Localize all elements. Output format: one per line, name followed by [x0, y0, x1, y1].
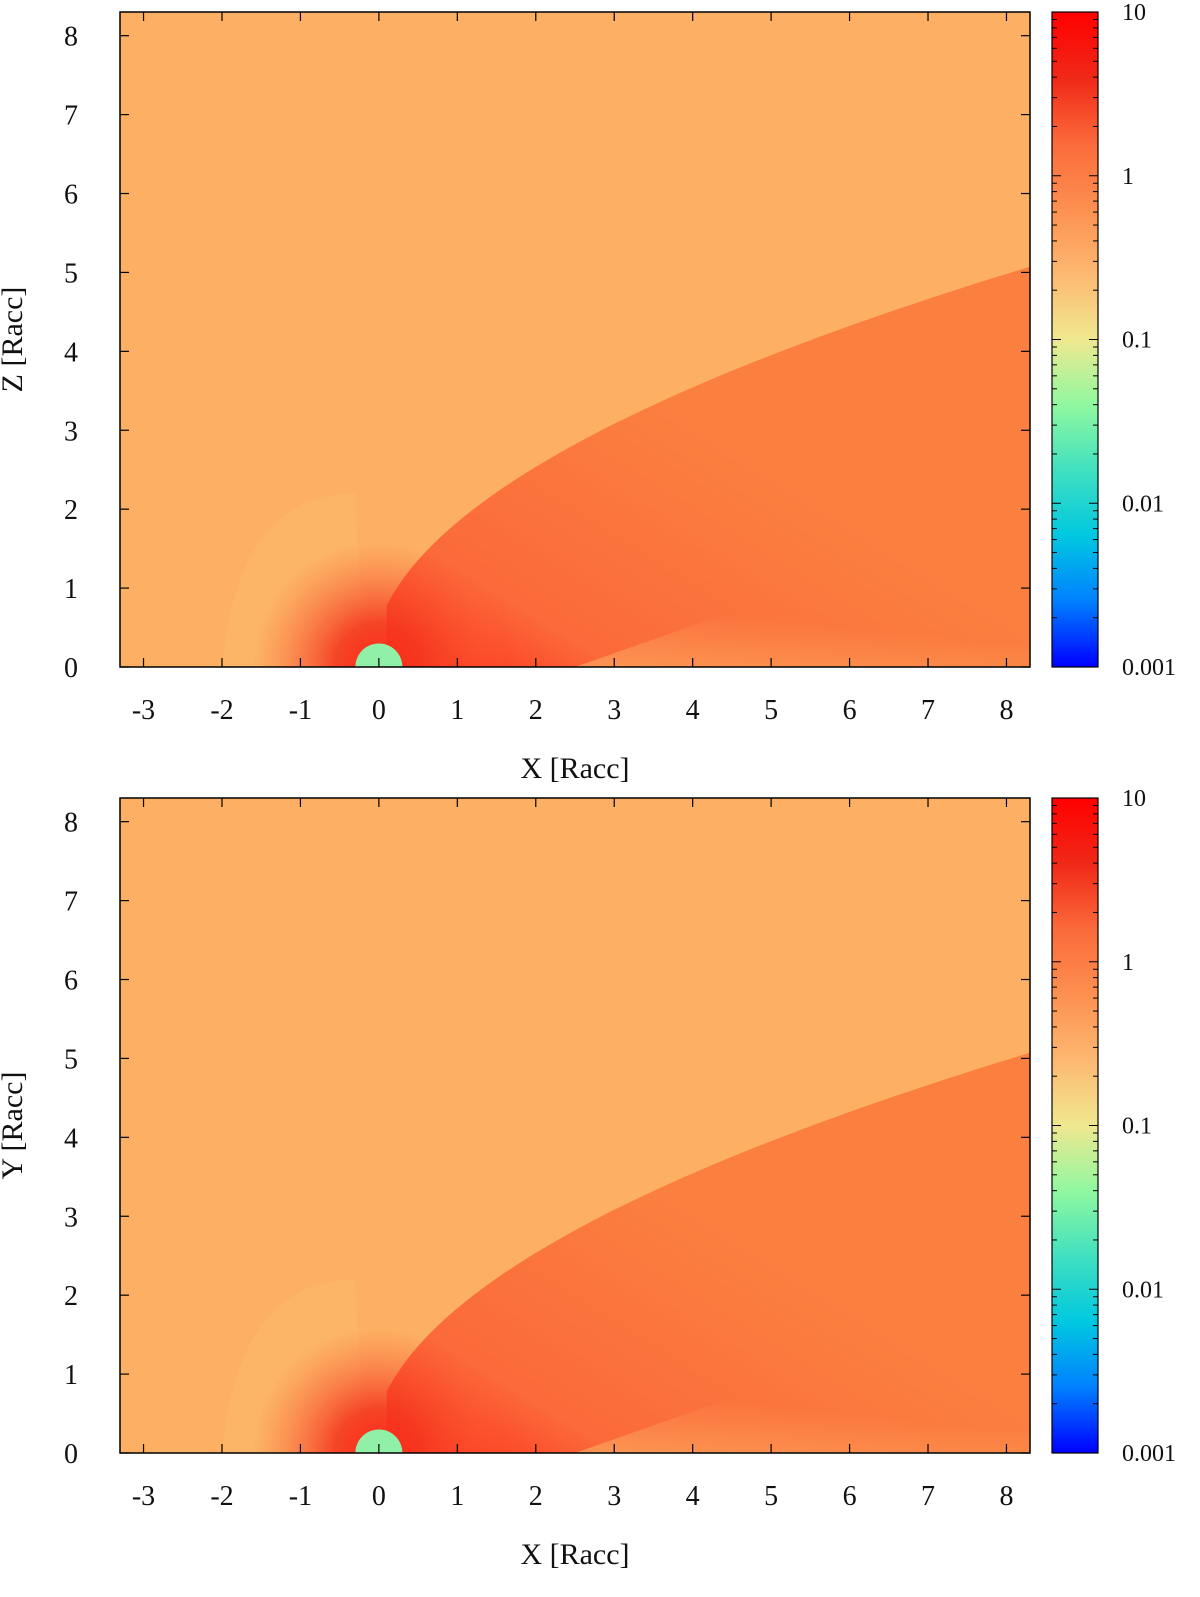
colorbar-tick-label: 10 — [1122, 786, 1146, 812]
y-tick-label: 3 — [64, 416, 78, 447]
x-tick-label: -3 — [132, 1481, 155, 1512]
y-tick-label: 0 — [64, 653, 78, 684]
colorbar-tick-label: 1 — [1122, 164, 1134, 190]
x-tick-label: 3 — [607, 1481, 621, 1512]
x-tick-label: 1 — [450, 695, 464, 726]
y-tick-label: 5 — [64, 258, 78, 289]
wake-fade — [575, 1292, 1030, 1453]
y-axis-label: Z [Racc] — [0, 287, 29, 393]
y-tick-label: 2 — [64, 1281, 78, 1312]
y-tick-label: 1 — [64, 1360, 78, 1391]
y-tick-label: 8 — [64, 22, 78, 53]
heatmap-field — [120, 798, 1030, 1453]
accretor — [355, 1429, 403, 1453]
x-tick-label: -1 — [289, 1481, 312, 1512]
x-tick-label: -3 — [132, 695, 155, 726]
x-tick-label: 6 — [843, 1481, 857, 1512]
plot-frame — [119, 797, 1031, 1454]
x-axis-label: X [Racc] — [520, 1538, 629, 1571]
x-tick-label: 0 — [372, 1481, 386, 1512]
x-tick-label: 2 — [529, 695, 543, 726]
colorbar-tick-label: 0.001 — [1122, 1441, 1176, 1467]
x-tick-label: 5 — [764, 1481, 778, 1512]
x-tick-label: -2 — [210, 1481, 233, 1512]
plot-frame — [119, 11, 1031, 668]
colorbar-tick-label: 0.1 — [1122, 1114, 1152, 1140]
colorbar-tick-label: 0.01 — [1122, 1277, 1164, 1303]
x-tick-label: 7 — [921, 695, 935, 726]
y-tick-label: 4 — [64, 1123, 78, 1154]
shock-apex — [253, 1327, 505, 1453]
shock-apex — [253, 541, 505, 667]
panel-top: -3 -2 -1 0 1 2 3 4 5 6 7 8 0 1 2 3 4 5 6 7 8 X [Racc] Z [Racc]… — [0, 0, 1176, 785]
y-tick-label: 7 — [64, 101, 78, 132]
wake-fade — [575, 506, 1030, 667]
y-tick-label: 1 — [64, 574, 78, 605]
x-tick-label: 4 — [686, 1481, 700, 1512]
x-tick-label: -1 — [289, 695, 312, 726]
x-tick-label: -2 — [210, 695, 233, 726]
y-tick-label: 0 — [64, 1439, 78, 1470]
heatmap-field — [120, 12, 1030, 667]
x-axis-label: X [Racc] — [520, 752, 629, 785]
colorbar-tick-label: 0.001 — [1122, 655, 1176, 681]
x-tick-label: 8 — [999, 1481, 1013, 1512]
accretor — [355, 643, 403, 667]
y-tick-label: 6 — [64, 966, 78, 997]
y-tick-label: 2 — [64, 495, 78, 526]
x-tick-label: 3 — [607, 695, 621, 726]
x-tick-label: 7 — [921, 1481, 935, 1512]
colorbar-tick-label: 10 — [1122, 0, 1146, 26]
y-tick-label: 3 — [64, 1202, 78, 1233]
y-tick-label: 4 — [64, 337, 78, 368]
x-tick-label: 2 — [529, 1481, 543, 1512]
colorbar-tick-label: 0.01 — [1122, 491, 1164, 517]
panel-bottom: -3 -2 -1 0 1 2 3 4 5 6 7 8 0 1 2 3 4 5 6 7 8 X [Racc] Y [Racc]… — [0, 786, 1176, 1571]
x-tick-label: 6 — [843, 695, 857, 726]
x-tick-label: 5 — [764, 695, 778, 726]
x-tick-label: 8 — [999, 695, 1013, 726]
y-tick-label: 6 — [64, 180, 78, 211]
colorbar-tick-label: 0.1 — [1122, 328, 1152, 354]
y-axis-label: Y [Racc] — [0, 1072, 29, 1180]
colorbar-tick-label: 1 — [1122, 950, 1134, 976]
y-tick-label: 5 — [64, 1044, 78, 1075]
y-tick-label: 8 — [64, 808, 78, 839]
x-tick-label: 0 — [372, 695, 386, 726]
x-tick-label: 4 — [686, 695, 700, 726]
x-tick-label: 1 — [450, 1481, 464, 1512]
y-tick-label: 7 — [64, 887, 78, 918]
